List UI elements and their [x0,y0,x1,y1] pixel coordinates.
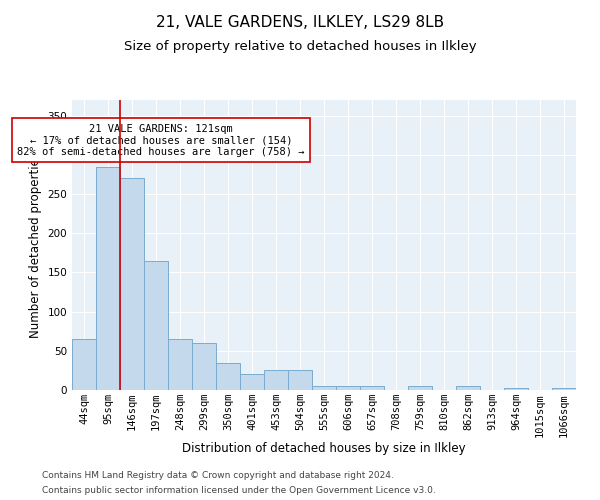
Bar [240,374,264,390]
Bar [120,178,144,390]
Bar [456,386,480,390]
Bar [192,343,216,390]
X-axis label: Distribution of detached houses by size in Ilkley: Distribution of detached houses by size … [182,442,466,455]
Bar [504,388,528,390]
Bar [336,386,360,390]
Bar [312,386,336,390]
Bar [552,388,576,390]
Text: 21, VALE GARDENS, ILKLEY, LS29 8LB: 21, VALE GARDENS, ILKLEY, LS29 8LB [156,15,444,30]
Bar [72,339,96,390]
Y-axis label: Number of detached properties: Number of detached properties [29,152,42,338]
Text: 21 VALE GARDENS: 121sqm
← 17% of detached houses are smaller (154)
82% of semi-d: 21 VALE GARDENS: 121sqm ← 17% of detache… [17,124,305,156]
Text: Size of property relative to detached houses in Ilkley: Size of property relative to detached ho… [124,40,476,53]
Bar [360,386,384,390]
Bar [264,370,288,390]
Bar [288,370,312,390]
Text: Contains public sector information licensed under the Open Government Licence v3: Contains public sector information licen… [42,486,436,495]
Bar [96,166,120,390]
Bar [144,260,168,390]
Text: Contains HM Land Registry data © Crown copyright and database right 2024.: Contains HM Land Registry data © Crown c… [42,471,394,480]
Bar [408,386,432,390]
Bar [168,339,192,390]
Bar [216,362,240,390]
